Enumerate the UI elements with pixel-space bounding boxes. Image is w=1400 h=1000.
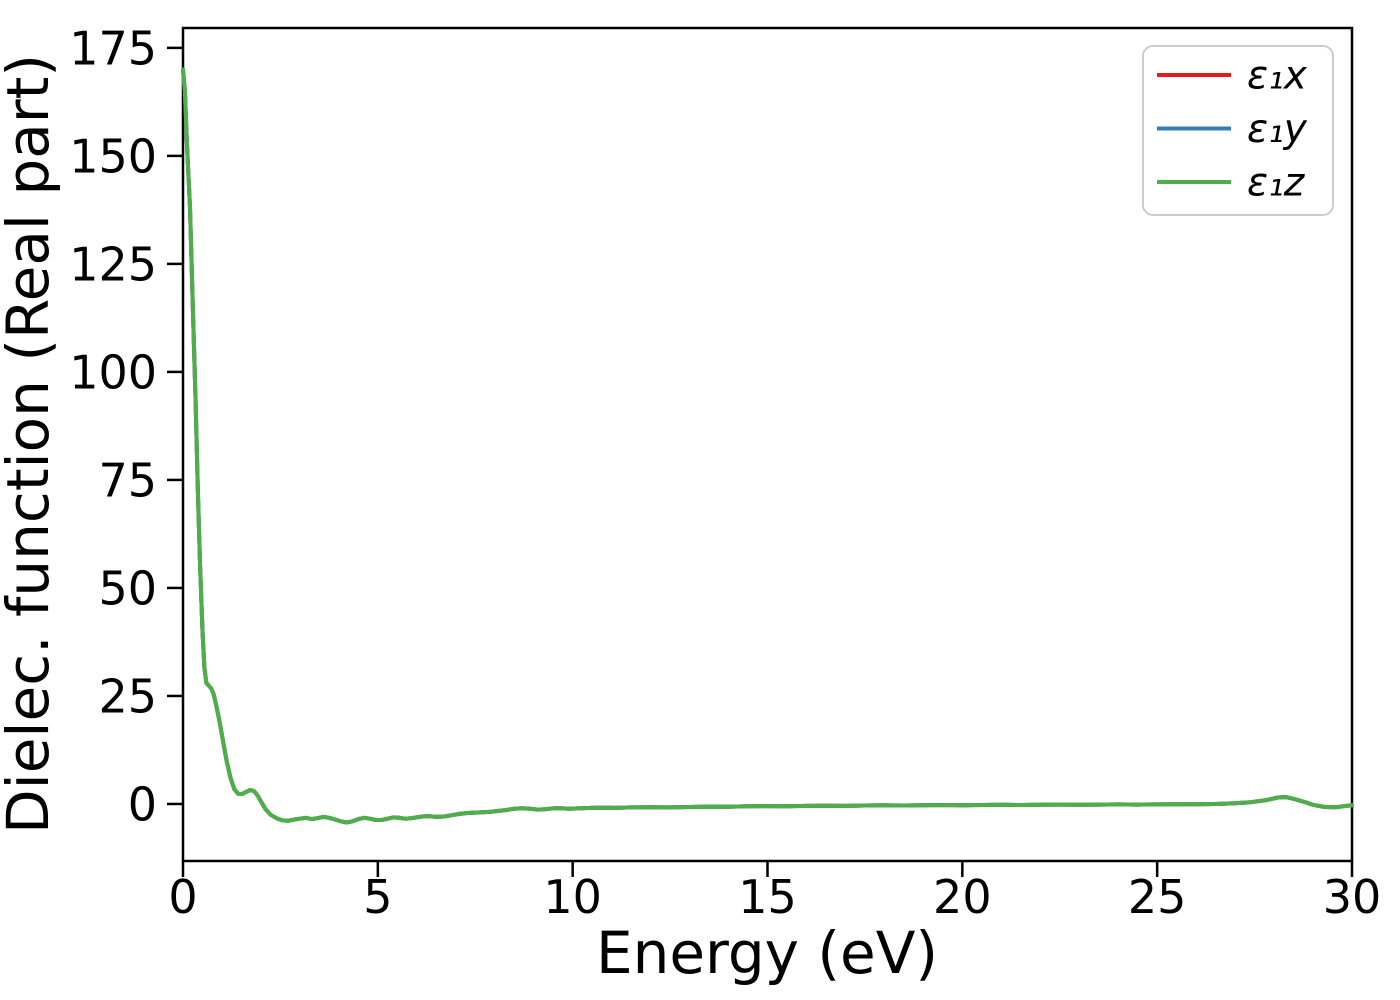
- x-tick-label: 0: [168, 870, 197, 924]
- legend-label-e1y: ε₁y: [1247, 107, 1308, 152]
- series-line-e1z: [181, 67, 1354, 825]
- y-tick-label: 0: [128, 777, 157, 831]
- y-tick-label: 125: [69, 237, 157, 291]
- legend-label-e1x: ε₁x: [1247, 54, 1308, 99]
- series-group: [181, 67, 1354, 825]
- x-axis-label: Energy (eV): [596, 919, 938, 987]
- y-tick-label: 175: [69, 21, 157, 75]
- y-tick-label: 150: [69, 129, 157, 183]
- legend: ε₁x ε₁y ε₁z: [1142, 45, 1334, 216]
- x-tick-label: 20: [933, 870, 992, 924]
- x-tick-label: 30: [1323, 870, 1382, 924]
- legend-label-e1z: ε₁z: [1247, 161, 1306, 206]
- y-axis: 0 25 50 75 100 125 150 175: [69, 21, 183, 831]
- x-tick-label: 25: [1128, 870, 1187, 924]
- y-tick-label: 100: [69, 345, 157, 399]
- legend-box: [1142, 45, 1334, 216]
- x-axis: 0 5 10 15 20 25 30: [168, 861, 1381, 924]
- y-tick-label: 75: [98, 453, 157, 507]
- x-tick-label: 5: [363, 870, 392, 924]
- x-tick-label: 15: [738, 870, 797, 924]
- y-tick-label: 25: [98, 669, 157, 723]
- x-tick-label: 10: [543, 870, 602, 924]
- y-tick-label: 50: [98, 561, 157, 615]
- y-axis-label: Dielec. function (Real part): [0, 54, 62, 834]
- legend-items: ε₁x ε₁y ε₁z: [1157, 54, 1308, 206]
